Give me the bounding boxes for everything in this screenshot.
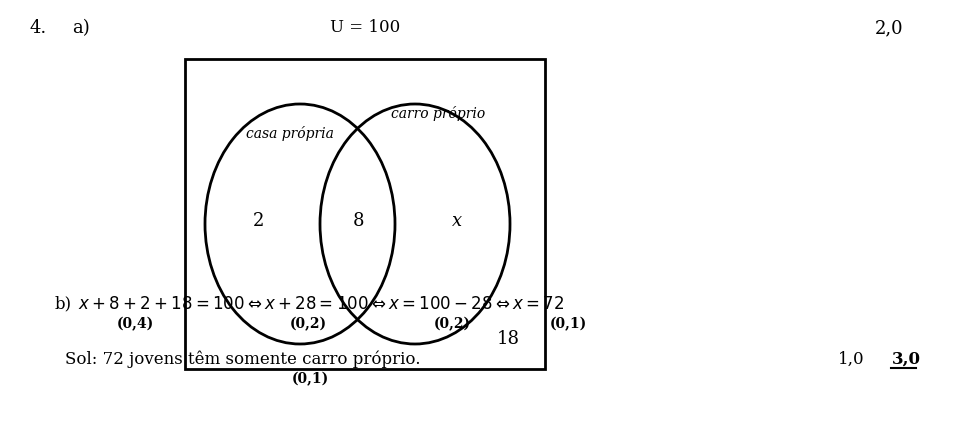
Text: x: x xyxy=(452,212,462,230)
Text: 18: 18 xyxy=(496,330,519,348)
Text: (0,2): (0,2) xyxy=(289,317,326,331)
Text: (0,2): (0,2) xyxy=(433,317,470,331)
Text: 1,0: 1,0 xyxy=(838,351,865,368)
Text: (0,1): (0,1) xyxy=(292,372,328,386)
Text: b): b) xyxy=(55,296,72,312)
Bar xyxy=(185,59,545,369)
Text: casa própria: casa própria xyxy=(246,126,334,141)
Text: 3,0: 3,0 xyxy=(892,351,921,368)
Text: carro próprio: carro próprio xyxy=(391,106,485,121)
Text: (0,4): (0,4) xyxy=(116,317,154,331)
Text: 4.: 4. xyxy=(30,19,47,37)
Text: U = 100: U = 100 xyxy=(330,19,400,36)
Text: (0,1): (0,1) xyxy=(549,317,587,331)
Text: a): a) xyxy=(72,19,89,37)
Text: 2,0: 2,0 xyxy=(875,19,903,37)
Text: 8: 8 xyxy=(352,212,364,230)
Text: 2: 2 xyxy=(252,212,264,230)
Text: Sol: 72 jovens têm somente carro próprio.: Sol: 72 jovens têm somente carro próprio… xyxy=(65,350,420,368)
Text: $x+8+2+18=100\Leftrightarrow x+28=100\Leftrightarrow x=100-28\Leftrightarrow x=7: $x+8+2+18=100\Leftrightarrow x+28=100\Le… xyxy=(78,295,564,313)
